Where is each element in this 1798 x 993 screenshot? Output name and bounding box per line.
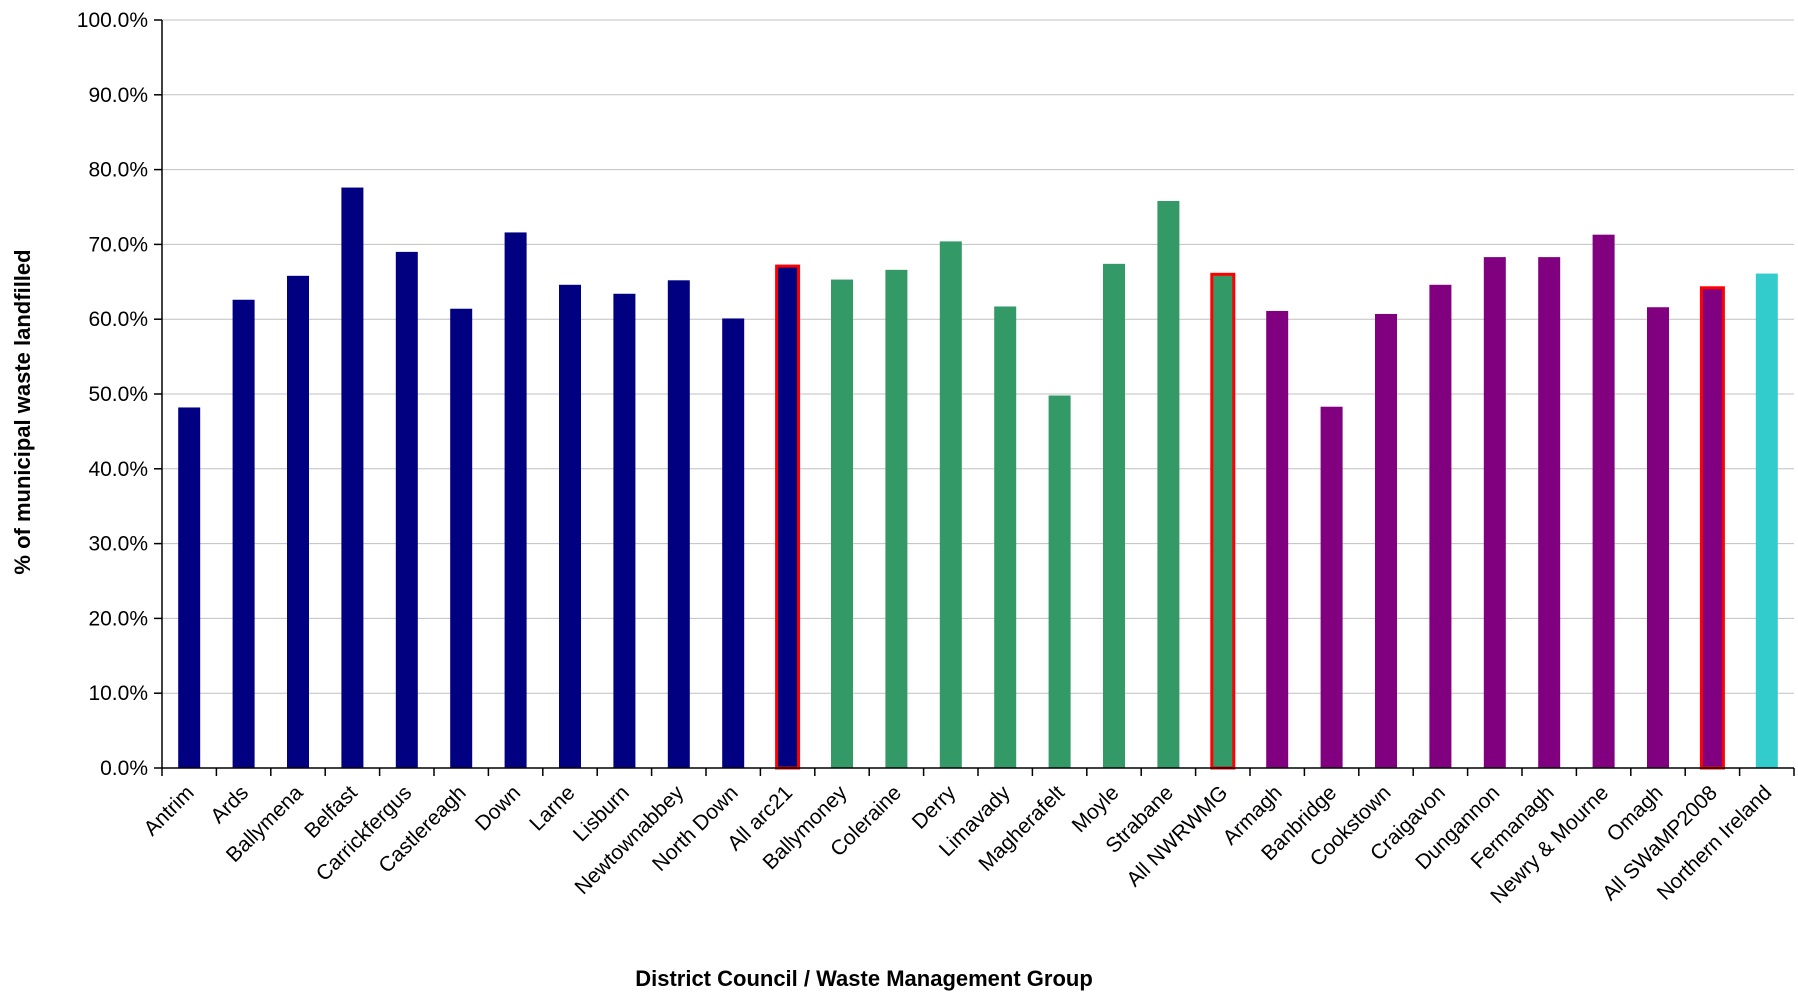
bar (994, 306, 1017, 768)
bar (395, 251, 418, 768)
y-tick-labels: 0.0% 10.0% 20.0% 30.0% 40.0% 50.0% 60.0% 70.0% 8… (77, 9, 148, 780)
y-tick-label: 10.0% (88, 682, 148, 705)
y-tick-label: 0.0% (100, 757, 148, 780)
x-tick-label: Carrickfergus (312, 781, 417, 886)
y-tick-label: 100.0% (77, 9, 148, 32)
bar (504, 232, 527, 768)
x-tick-label: Ards (206, 781, 253, 828)
x-tick-label: Down (471, 781, 525, 835)
y-tick-label: 20.0% (88, 607, 148, 630)
bar (831, 279, 853, 768)
x-tick-labels: Antrim ArdsBallymenaBelfastCarrickfergusC… (140, 781, 1777, 908)
bar (939, 241, 962, 768)
bar (287, 275, 309, 768)
bar (341, 187, 364, 768)
bar (885, 269, 908, 768)
bar (1266, 310, 1289, 768)
bar (722, 318, 745, 768)
bar (450, 308, 473, 768)
axes (154, 19, 1795, 776)
bar (1538, 257, 1561, 768)
bar (1103, 263, 1125, 768)
gridlines (162, 19, 1794, 694)
bar (1210, 272, 1236, 770)
bar (613, 293, 636, 768)
bar (232, 299, 255, 768)
y-tick-label: 80.0% (88, 159, 148, 182)
y-tick-label: 90.0% (88, 84, 148, 107)
y-tick-label: 40.0% (88, 458, 148, 481)
y-tick-label: 30.0% (88, 533, 148, 556)
bars (178, 187, 1778, 770)
bar (178, 407, 201, 768)
bar (1699, 286, 1725, 770)
bar (1647, 307, 1669, 768)
bar (559, 284, 581, 768)
bar (1755, 273, 1778, 768)
y-tick-label: 60.0% (88, 308, 148, 331)
x-axis-title: District Council / Waste Management Grou… (635, 966, 1093, 991)
bar (1048, 395, 1071, 768)
y-axis-title: % of municipal waste landfilled (10, 249, 35, 574)
x-tick-label: Antrim (140, 781, 199, 840)
bar (1157, 201, 1180, 769)
y-tick-label: 70.0% (88, 233, 148, 256)
bar (775, 264, 801, 770)
bar (667, 280, 690, 768)
bar (1592, 234, 1615, 768)
bar (1375, 313, 1397, 768)
bar (1320, 406, 1343, 768)
y-tick-label: 50.0% (88, 383, 148, 406)
bar (1483, 257, 1506, 768)
bar (1429, 284, 1452, 768)
